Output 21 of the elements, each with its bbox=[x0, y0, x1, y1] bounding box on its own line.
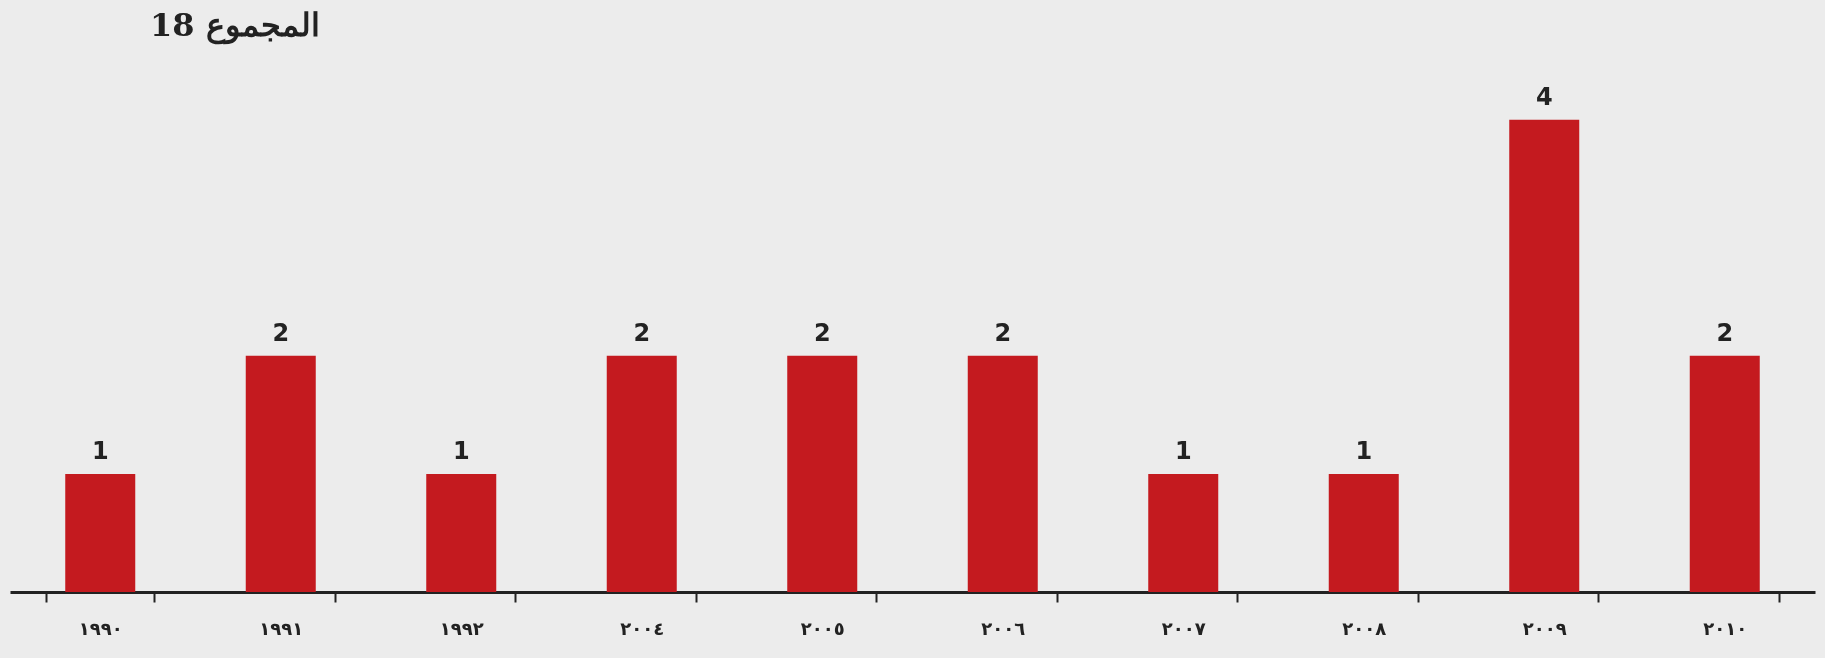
data-label: 1 bbox=[1174, 436, 1192, 465]
data-label: 2 bbox=[272, 318, 290, 347]
x-tick-label: ١٩٩٠ bbox=[78, 617, 123, 639]
data-label: 1 bbox=[1355, 436, 1373, 465]
chart-title: 18 المجموع bbox=[150, 6, 320, 45]
data-label: 1 bbox=[91, 436, 109, 465]
data-label: 4 bbox=[1535, 82, 1553, 111]
x-tick-label: ٢٠١٠ bbox=[1703, 617, 1748, 639]
x-tick-label: ١٩٩١ bbox=[259, 617, 304, 639]
x-tick-label: ٢٠٠٥ bbox=[800, 617, 845, 639]
x-tick-label: ٢٠٠٨ bbox=[1342, 617, 1387, 639]
x-tick-label: ٢٠٠٤ bbox=[620, 617, 665, 639]
x-tick-label: ١٩٩٢ bbox=[439, 617, 484, 639]
data-label: 2 bbox=[994, 318, 1012, 347]
data-label: 2 bbox=[1716, 318, 1734, 347]
data-label: 1 bbox=[452, 436, 470, 465]
data-label: 2 bbox=[633, 318, 651, 347]
data-label: 2 bbox=[813, 318, 831, 347]
x-tick-label: ٢٠٠٩ bbox=[1522, 617, 1567, 639]
x-tick-label: ٢٠٠٦ bbox=[981, 617, 1026, 639]
x-tick-label: ٢٠٠٧ bbox=[1161, 617, 1206, 639]
